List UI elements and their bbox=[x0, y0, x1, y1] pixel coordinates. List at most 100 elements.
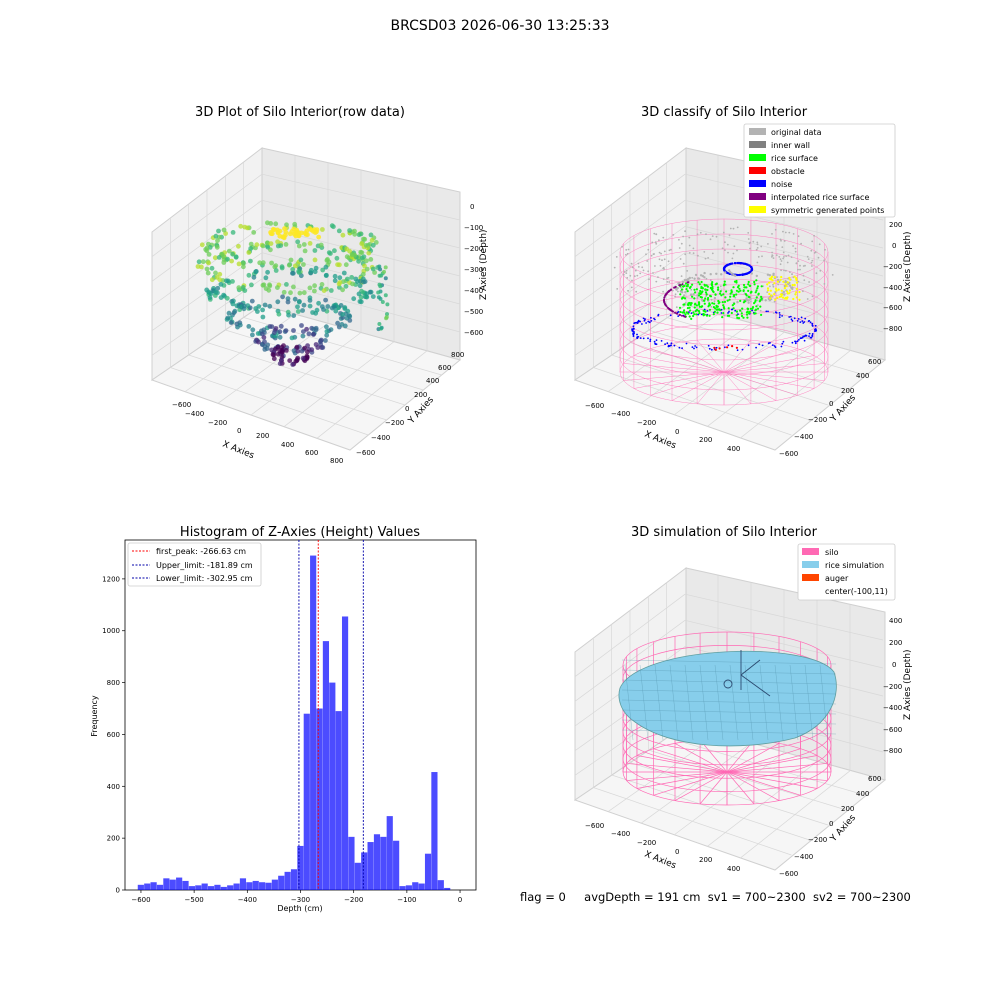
cls-point bbox=[714, 307, 717, 310]
classify-3d-box bbox=[573, 146, 887, 451]
cls-point bbox=[633, 322, 636, 325]
hist-xtick-label: −300 bbox=[291, 896, 310, 904]
raw-point bbox=[209, 265, 215, 271]
legend-upper-limit: Upper_limit: -181.89 cm bbox=[132, 561, 253, 570]
raw-point bbox=[236, 243, 241, 249]
cls-point bbox=[797, 268, 799, 271]
cls-point bbox=[774, 298, 777, 301]
cls-point bbox=[694, 291, 697, 294]
classify-x-ticks: −600 −400 −200 0 200 400 bbox=[585, 402, 740, 453]
raw-point bbox=[237, 322, 243, 328]
cls-point bbox=[772, 273, 775, 277]
raw-3d-box bbox=[150, 146, 462, 451]
cls-point bbox=[700, 305, 703, 308]
cls-point bbox=[673, 344, 676, 347]
raw-ztick: −400 bbox=[464, 287, 483, 295]
cls-point bbox=[775, 244, 778, 247]
cls-point bbox=[710, 298, 713, 301]
cls-point bbox=[705, 277, 708, 280]
cls-point bbox=[687, 302, 690, 305]
cls-point bbox=[658, 251, 661, 254]
cls-point bbox=[753, 302, 756, 305]
cls-point bbox=[678, 282, 681, 285]
raw-point bbox=[384, 315, 389, 320]
raw-ytick: 600 bbox=[438, 364, 451, 372]
raw-point bbox=[250, 332, 255, 338]
cls-point bbox=[685, 285, 688, 288]
silo-spoke bbox=[723, 339, 752, 373]
cls-point bbox=[767, 310, 769, 313]
cls-point bbox=[757, 292, 760, 295]
cls-point bbox=[699, 295, 702, 299]
cls-point bbox=[689, 285, 692, 288]
cls-point bbox=[708, 302, 711, 305]
cls-point bbox=[705, 293, 708, 296]
cls-point bbox=[625, 269, 628, 272]
cls-point bbox=[766, 273, 770, 276]
raw-point bbox=[307, 295, 313, 301]
raw-point bbox=[333, 308, 339, 314]
raw-point bbox=[377, 264, 382, 269]
cls-point bbox=[741, 273, 744, 276]
cls-point bbox=[723, 267, 726, 270]
cls-point bbox=[632, 333, 634, 335]
raw-xtick: 800 bbox=[330, 457, 343, 465]
cls-point bbox=[739, 262, 742, 265]
cls-point bbox=[688, 315, 691, 318]
cls-point bbox=[755, 289, 758, 292]
cls-point bbox=[786, 261, 789, 264]
cls-point bbox=[728, 309, 730, 311]
cls-point bbox=[710, 348, 713, 351]
cls-point bbox=[702, 314, 705, 317]
cls-point bbox=[682, 235, 684, 238]
raw-point bbox=[337, 262, 342, 268]
cls-point bbox=[799, 321, 802, 323]
cls-point bbox=[771, 233, 773, 235]
cls-point bbox=[650, 254, 653, 257]
cls-ztick: 200 bbox=[889, 221, 902, 229]
raw-point bbox=[260, 307, 265, 313]
cls-point bbox=[799, 268, 801, 271]
hist-bar bbox=[150, 882, 157, 890]
raw-point bbox=[248, 241, 254, 247]
raw-point bbox=[332, 278, 338, 284]
cls-point bbox=[671, 289, 674, 292]
legend-label: first_peak: -266.63 cm bbox=[156, 547, 246, 556]
cls-point bbox=[808, 335, 810, 337]
raw-ytick: −400 bbox=[371, 434, 390, 442]
raw-point bbox=[311, 326, 316, 332]
figure-suptitle: BRCSD03 2026-06-30 13:25:33 bbox=[390, 18, 610, 34]
raw-point bbox=[266, 287, 272, 293]
hist-bar bbox=[373, 834, 381, 890]
hist-ylabel: Frequency bbox=[90, 695, 99, 737]
cls-point bbox=[626, 252, 629, 255]
raw-point bbox=[260, 282, 266, 288]
panel-simulation: 3D simulation of Silo Interior bbox=[573, 525, 913, 878]
legend-swatch bbox=[802, 548, 819, 555]
cls-point bbox=[782, 251, 785, 254]
cls-point bbox=[783, 285, 787, 288]
raw-point bbox=[283, 328, 289, 333]
raw-point bbox=[325, 304, 331, 309]
cls-point bbox=[722, 293, 725, 296]
raw-ztick: 0 bbox=[470, 203, 474, 211]
cls-point bbox=[755, 248, 758, 251]
cls-point bbox=[679, 310, 682, 314]
raw-point bbox=[278, 323, 284, 329]
cls-point bbox=[732, 227, 735, 230]
cls-point bbox=[745, 272, 748, 275]
cls-point bbox=[645, 253, 647, 256]
cls-point bbox=[623, 271, 626, 273]
silo-spoke bbox=[633, 371, 725, 389]
raw-xtick: 600 bbox=[305, 449, 318, 457]
cls-point bbox=[796, 340, 799, 343]
cls-point bbox=[684, 230, 686, 233]
raw-point bbox=[205, 270, 211, 276]
cls-point bbox=[724, 271, 727, 274]
cls-point bbox=[788, 284, 792, 287]
sim-ztick: −600 bbox=[883, 726, 902, 734]
cls-point bbox=[756, 307, 760, 310]
raw-point bbox=[283, 242, 289, 247]
cls-point bbox=[808, 332, 811, 335]
cls-point bbox=[737, 284, 740, 287]
